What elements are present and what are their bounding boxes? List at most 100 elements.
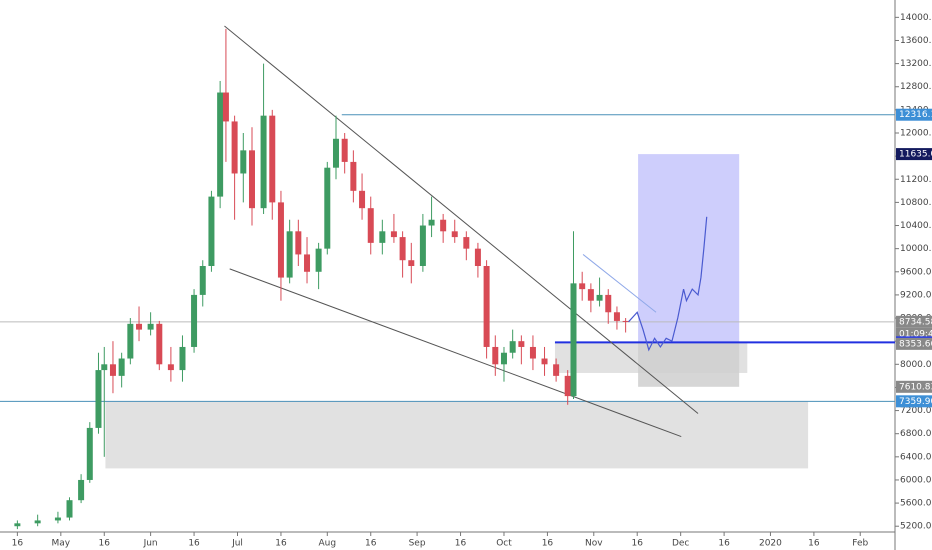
candle-body xyxy=(78,479,85,501)
candle-body xyxy=(167,364,174,371)
y-tick-label: 10000.00 xyxy=(900,244,932,254)
x-tick-label: Oct xyxy=(496,539,512,549)
candle-body xyxy=(341,138,348,162)
x-tick-label: Dec xyxy=(672,539,689,549)
candle-body xyxy=(350,161,357,191)
y-tick-label: 13600.00 xyxy=(900,36,932,46)
x-tick-label: 16 xyxy=(188,539,200,549)
price-tag-label: 12316.18 xyxy=(899,110,932,120)
candle-body xyxy=(570,283,577,397)
x-tick-label: 16 xyxy=(631,539,643,549)
candle-body xyxy=(579,283,586,290)
y-tick-label: 5200.00 xyxy=(900,522,932,532)
price-tag xyxy=(896,380,932,393)
y-tick-label: 14000.00 xyxy=(900,13,932,23)
x-tick-label: Jul xyxy=(231,539,243,549)
candle-body xyxy=(419,225,426,266)
candle-body xyxy=(136,323,143,330)
y-tick-label: 8000.00 xyxy=(900,360,932,370)
x-tick-label: 2020 xyxy=(759,539,782,549)
candle-body xyxy=(359,190,366,209)
y-tick-label: 12000.00 xyxy=(900,129,932,139)
candle-body xyxy=(286,231,293,278)
candle-body xyxy=(483,266,490,347)
candle-body xyxy=(147,323,154,330)
candle-body xyxy=(191,294,198,347)
candle-body xyxy=(101,364,108,371)
candle-body xyxy=(564,375,571,397)
candle-body xyxy=(440,219,447,232)
candle-body xyxy=(127,323,134,359)
candle-body xyxy=(269,115,276,203)
x-tick-label: Aug xyxy=(319,539,337,549)
y-tick-label: 6800.00 xyxy=(900,429,932,439)
y-tick-label: 6000.00 xyxy=(900,475,932,485)
price-tag xyxy=(896,395,932,408)
x-tick-label: Feb xyxy=(852,539,868,549)
y-tick-label: 10400.00 xyxy=(900,221,932,231)
x-tick-label: Sep xyxy=(409,539,426,549)
price-tag xyxy=(896,315,932,328)
y-tick-label: 11200.00 xyxy=(900,175,932,185)
candle-body xyxy=(295,231,302,255)
y-tick-label: 6400.00 xyxy=(900,452,932,462)
candle-body xyxy=(553,364,560,376)
projection-line xyxy=(628,216,708,352)
candle-body xyxy=(500,352,507,365)
candle-body xyxy=(14,523,21,527)
x-tick-label: 16 xyxy=(808,539,820,549)
x-tick-label: 16 xyxy=(455,539,467,549)
candle-body xyxy=(277,202,284,278)
candle-body xyxy=(86,427,93,480)
candle-body xyxy=(217,92,224,197)
price-tag-label: 8353.66 xyxy=(899,339,932,349)
x-tick-label: Nov xyxy=(585,539,603,549)
y-tick-label: 13200.00 xyxy=(900,59,932,69)
candle-body xyxy=(492,346,499,365)
candle-body xyxy=(605,294,612,313)
candle-body xyxy=(390,231,397,238)
price-tag xyxy=(896,337,932,350)
candle-body xyxy=(518,341,525,347)
candle-body xyxy=(231,121,238,174)
candle-body xyxy=(208,196,215,266)
y-tick-label: 12800.00 xyxy=(900,82,932,92)
y-tick-label: 7200.00 xyxy=(900,406,932,416)
zone xyxy=(638,154,740,343)
candle-body xyxy=(248,150,255,209)
candle-body xyxy=(587,289,594,301)
candle-body xyxy=(541,358,548,365)
candle-body xyxy=(156,323,163,365)
candle-body xyxy=(109,364,116,376)
candle-body xyxy=(66,500,73,518)
trendline xyxy=(582,254,657,313)
trendline xyxy=(224,25,699,414)
candle-body xyxy=(95,370,102,428)
candle-body xyxy=(240,150,247,174)
x-tick-label: 16 xyxy=(99,539,111,549)
candle-body xyxy=(304,254,311,272)
candle-body xyxy=(428,219,435,226)
candle-body xyxy=(179,346,186,371)
price-tag-label: 8734.58 xyxy=(899,317,932,327)
candle-body xyxy=(399,237,406,261)
x-tick-label: 16 xyxy=(365,539,377,549)
candle-body xyxy=(54,517,61,521)
x-tick-label: 16 xyxy=(718,539,730,549)
candle-body xyxy=(315,248,322,272)
x-tick-label: 16 xyxy=(12,539,24,549)
y-tick-label: 5600.00 xyxy=(900,499,932,509)
price-tag xyxy=(896,148,932,161)
x-tick-label: May xyxy=(52,539,71,549)
x-tick-label: Jun xyxy=(143,539,158,549)
x-tick-label: 16 xyxy=(275,539,287,549)
price-tag-label: 7610.83 xyxy=(899,382,932,392)
candle-body xyxy=(34,520,41,524)
candle-body xyxy=(332,138,339,168)
candle-body xyxy=(379,231,386,243)
candle-body xyxy=(509,341,516,353)
y-tick-label: 9200.00 xyxy=(900,290,932,300)
candle-body xyxy=(324,167,331,249)
countdown: 01:09:48 xyxy=(899,329,932,339)
